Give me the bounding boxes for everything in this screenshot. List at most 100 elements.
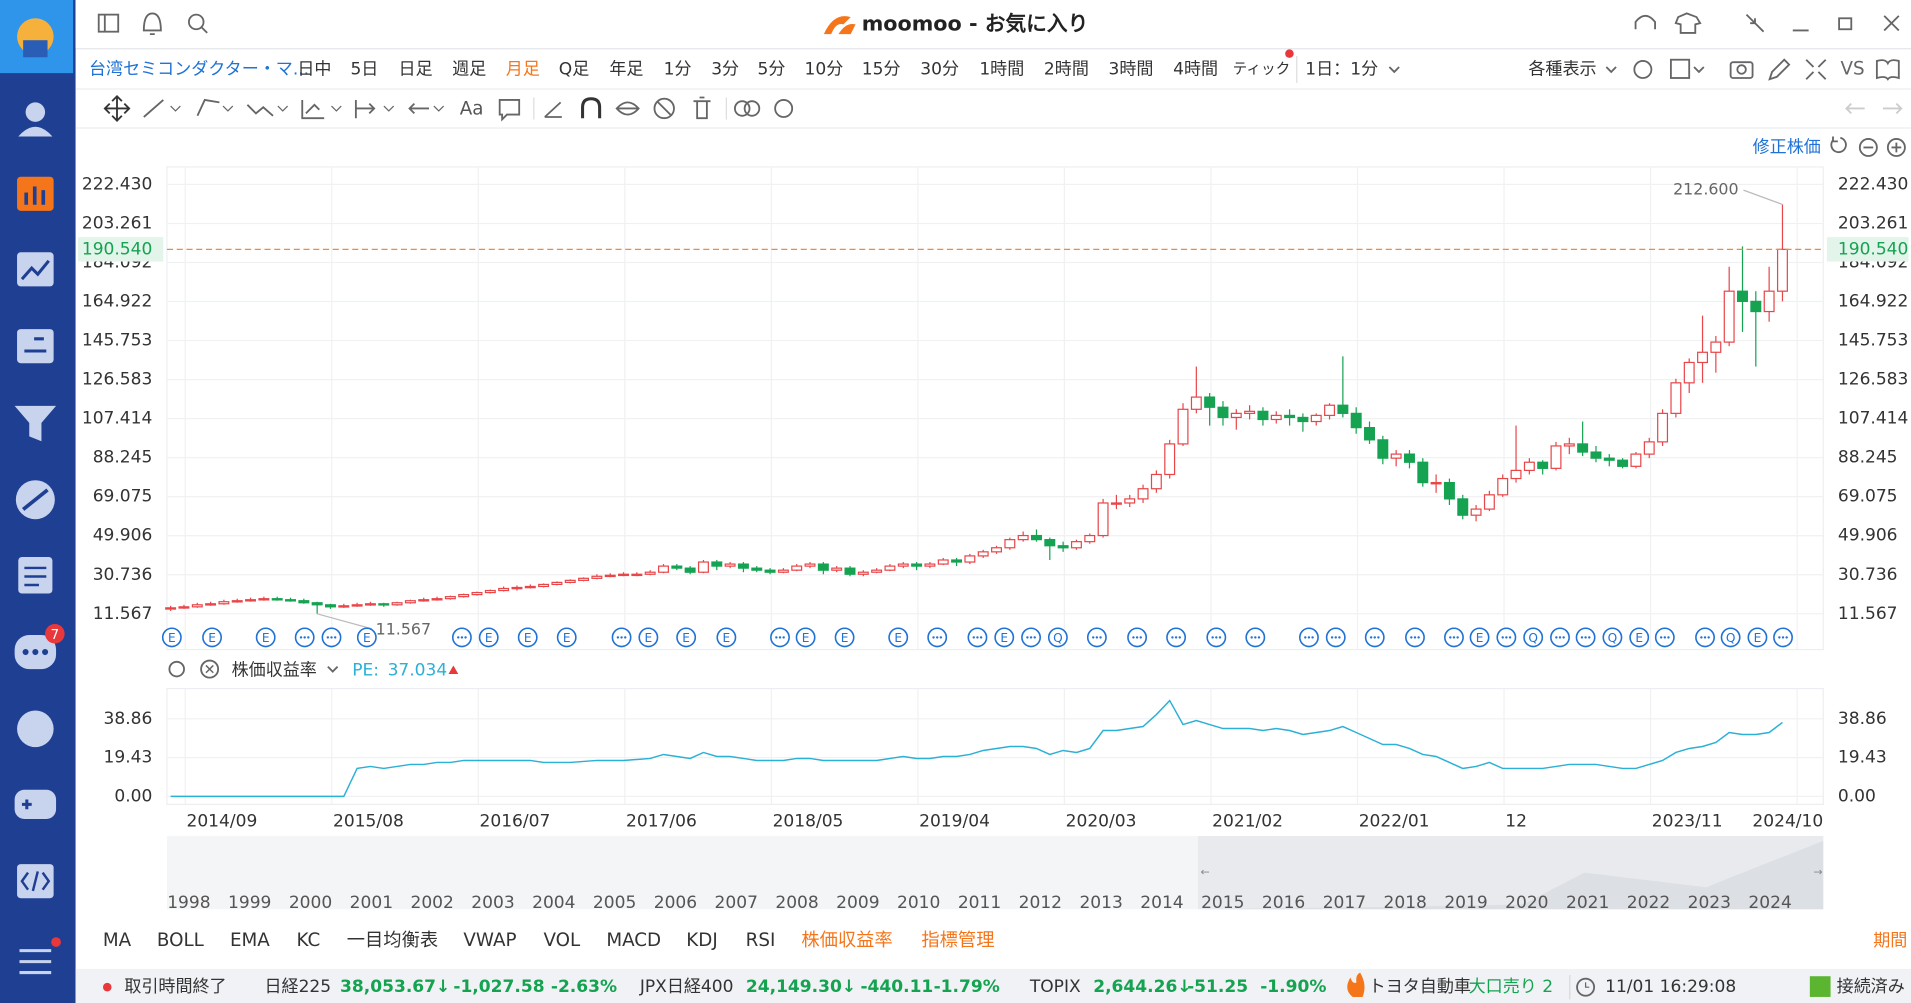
icon-headset[interactable]	[1634, 14, 1656, 30]
icon-settings[interactable]	[1633, 60, 1653, 79]
period-tab[interactable]: 5日	[350, 59, 378, 79]
period-tab[interactable]: Q足	[559, 59, 589, 79]
display-menu[interactable]: 各種表示	[1528, 59, 1596, 79]
event-marker[interactable]	[202, 627, 222, 648]
event-marker[interactable]	[1747, 627, 1768, 648]
nav-user[interactable]	[25, 102, 46, 122]
tool-settings[interactable]	[774, 99, 794, 118]
icon-layout[interactable]	[1669, 58, 1691, 79]
period-tab[interactable]: 年足	[609, 59, 643, 79]
icon-close[interactable]	[1883, 15, 1900, 32]
tool-wave[interactable]	[246, 104, 274, 117]
event-marker[interactable]	[1469, 627, 1490, 648]
event-marker[interactable]	[1602, 627, 1623, 648]
period-tab[interactable]: 10分	[805, 59, 844, 79]
pane-close[interactable]	[200, 659, 220, 679]
indicator-tab[interactable]: MACD	[606, 930, 661, 951]
event-marker[interactable]	[1720, 627, 1741, 648]
icon-bell[interactable]	[142, 12, 162, 36]
tool-delete[interactable]	[693, 96, 711, 120]
tool-angle[interactable]	[544, 101, 562, 118]
event-marker[interactable]	[888, 627, 909, 648]
period-tab[interactable]: 週足	[452, 59, 486, 79]
period-tab[interactable]: 日足	[399, 59, 433, 79]
nav-trend[interactable]	[17, 252, 54, 287]
period-tab[interactable]: 15分	[862, 59, 901, 79]
hot-stock[interactable]: トヨタ自動車	[1369, 977, 1471, 997]
period-tab[interactable]: 30分	[920, 59, 959, 79]
period-button[interactable]: 期間	[1873, 931, 1907, 951]
event-marker[interactable]	[1047, 627, 1068, 648]
period-tab[interactable]: 月足	[506, 59, 540, 79]
period-tab[interactable]: 1分	[664, 59, 692, 79]
vs-button[interactable]: VS	[1840, 58, 1864, 79]
period-tab[interactable]: 4時間	[1173, 59, 1218, 79]
icon-expand[interactable]	[1805, 59, 1827, 80]
period-tab[interactable]: 2時間	[1044, 59, 1089, 79]
redo[interactable]	[1882, 102, 1903, 114]
zoom-out[interactable]	[1858, 138, 1878, 157]
tool-compare[interactable]	[733, 100, 751, 117]
period-tab[interactable]: 5分	[758, 59, 786, 79]
indicator-tab[interactable]: KDJ	[686, 930, 717, 951]
icon-book[interactable]	[1875, 59, 1900, 81]
icon-collapse[interactable]	[1745, 13, 1765, 33]
tool-channel[interactable]	[196, 98, 220, 117]
event-marker[interactable]	[161, 627, 182, 648]
handle-right[interactable]: →	[1814, 866, 1823, 879]
event-marker[interactable]	[834, 627, 855, 648]
indicator-tab[interactable]: KC	[296, 930, 320, 951]
indicator-tab[interactable]: VWAP	[463, 930, 516, 951]
nav-game[interactable]	[14, 789, 57, 819]
indicator-tab[interactable]: VOL	[543, 930, 581, 951]
event-marker[interactable]	[478, 627, 499, 648]
zoom-reset[interactable]	[1830, 136, 1847, 153]
symbol[interactable]: 台湾セミコンダクター・マ...	[89, 59, 309, 79]
zoom-in[interactable]	[1886, 138, 1906, 157]
indicator-tab[interactable]: 一目均衡表	[347, 930, 438, 951]
event-marker[interactable]	[255, 627, 276, 648]
tool-fib[interactable]	[301, 99, 325, 120]
indicator-manage[interactable]: 指標管理	[921, 930, 994, 951]
event-marker[interactable]	[716, 627, 737, 648]
icon-camera[interactable]	[1729, 61, 1754, 79]
interval[interactable]: 1日：1分	[1305, 59, 1378, 79]
event-marker[interactable]	[1523, 627, 1544, 648]
nav-trade[interactable]	[17, 329, 54, 364]
tool-measure[interactable]	[354, 99, 376, 119]
tool-hide[interactable]	[653, 97, 675, 120]
tool-lock[interactable]	[615, 101, 640, 116]
period-tab[interactable]: 1時間	[979, 59, 1024, 79]
icon-pencil[interactable]	[1768, 58, 1791, 81]
indicator-tab[interactable]: BOLL	[157, 930, 205, 951]
event-marker[interactable]	[356, 627, 377, 648]
nav-learn[interactable]	[17, 710, 54, 748]
icon-search[interactable]	[187, 13, 205, 31]
period-tab[interactable]: 日中	[297, 59, 331, 79]
tool-line[interactable]	[143, 99, 164, 118]
icon-restore[interactable]	[1838, 17, 1853, 31]
indicator-tab[interactable]: EMA	[230, 930, 270, 951]
tool-move[interactable]	[103, 94, 131, 122]
event-marker[interactable]	[676, 627, 697, 648]
icon-list[interactable]	[97, 13, 120, 33]
event-marker[interactable]	[994, 627, 1015, 648]
adjusted-price[interactable]: 修正株価	[1753, 137, 1821, 157]
event-marker[interactable]	[517, 627, 538, 648]
nav-filter[interactable]	[14, 405, 57, 442]
event-marker[interactable]	[1629, 627, 1650, 648]
pane-settings[interactable]	[168, 660, 185, 678]
event-marker[interactable]	[556, 627, 577, 648]
indicator-tab[interactable]: MA	[103, 930, 132, 951]
period-tab[interactable]: ティック	[1233, 60, 1291, 77]
event-marker[interactable]	[638, 627, 659, 648]
tool-arrow[interactable]	[408, 102, 430, 114]
indicator-tab[interactable]: 株価収益率	[801, 930, 892, 951]
period-tab[interactable]: 3時間	[1109, 59, 1154, 79]
tool-note[interactable]	[498, 99, 521, 122]
period-tab[interactable]: 3分	[711, 59, 739, 79]
icon-shirt[interactable]	[1674, 12, 1702, 34]
tool-text[interactable]: Aa	[460, 99, 484, 120]
event-marker[interactable]	[795, 627, 816, 648]
undo[interactable]	[1845, 102, 1865, 114]
